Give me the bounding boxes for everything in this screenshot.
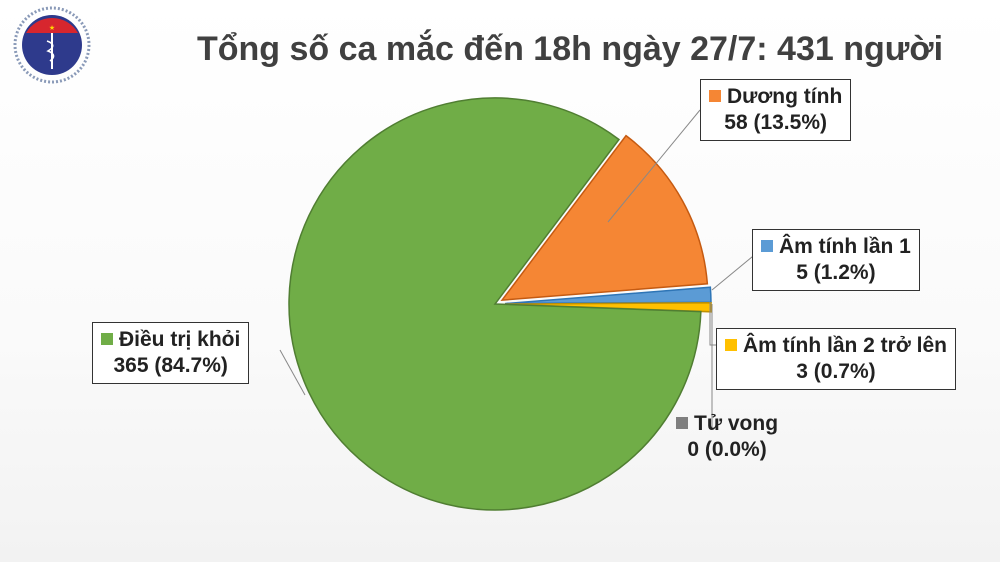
legend-swatch — [101, 333, 113, 345]
data-label: Điều trị khỏi 365 (84.7%) — [92, 322, 250, 384]
leader-line — [607, 109, 701, 223]
slice-value: 5 (1.2%) — [796, 261, 876, 284]
data-label: Dương tính 58 (13.5%) — [700, 79, 852, 141]
pie-slice — [500, 134, 709, 302]
slice-value: 58 (13.5%) — [724, 111, 827, 134]
chart-title: Tổng số ca mắc đến 18h ngày 27/7: 431 ng… — [196, 30, 944, 68]
legend-swatch — [676, 417, 688, 429]
pie-slice — [288, 97, 702, 511]
slice-name: Điều trị khỏi — [119, 328, 241, 351]
data-label: Âm tính lần 2 trở lên 3 (0.7%) — [716, 328, 956, 390]
data-label: Âm tính lần 1 5 (1.2%) — [752, 229, 920, 291]
slice-name: Âm tính lần 1 — [779, 235, 911, 258]
leader-line — [711, 251, 759, 291]
svg-text:★: ★ — [49, 24, 55, 32]
slice-value: 3 (0.7%) — [796, 360, 876, 383]
slice-value: 0 (0.0%) — [687, 438, 767, 461]
data-label: Tử vong 0 (0.0%) — [668, 407, 786, 467]
ministry-of-health-logo: ★ — [13, 6, 91, 84]
legend-swatch — [761, 240, 773, 252]
slice-name: Âm tính lần 2 trở lên — [743, 334, 947, 357]
legend-swatch — [725, 339, 737, 351]
slice-value: 365 (84.7%) — [113, 354, 228, 377]
slice-name: Tử vong — [694, 412, 779, 435]
leader-line — [279, 349, 306, 396]
slice-name: Dương tính — [727, 85, 843, 108]
legend-swatch — [709, 90, 721, 102]
